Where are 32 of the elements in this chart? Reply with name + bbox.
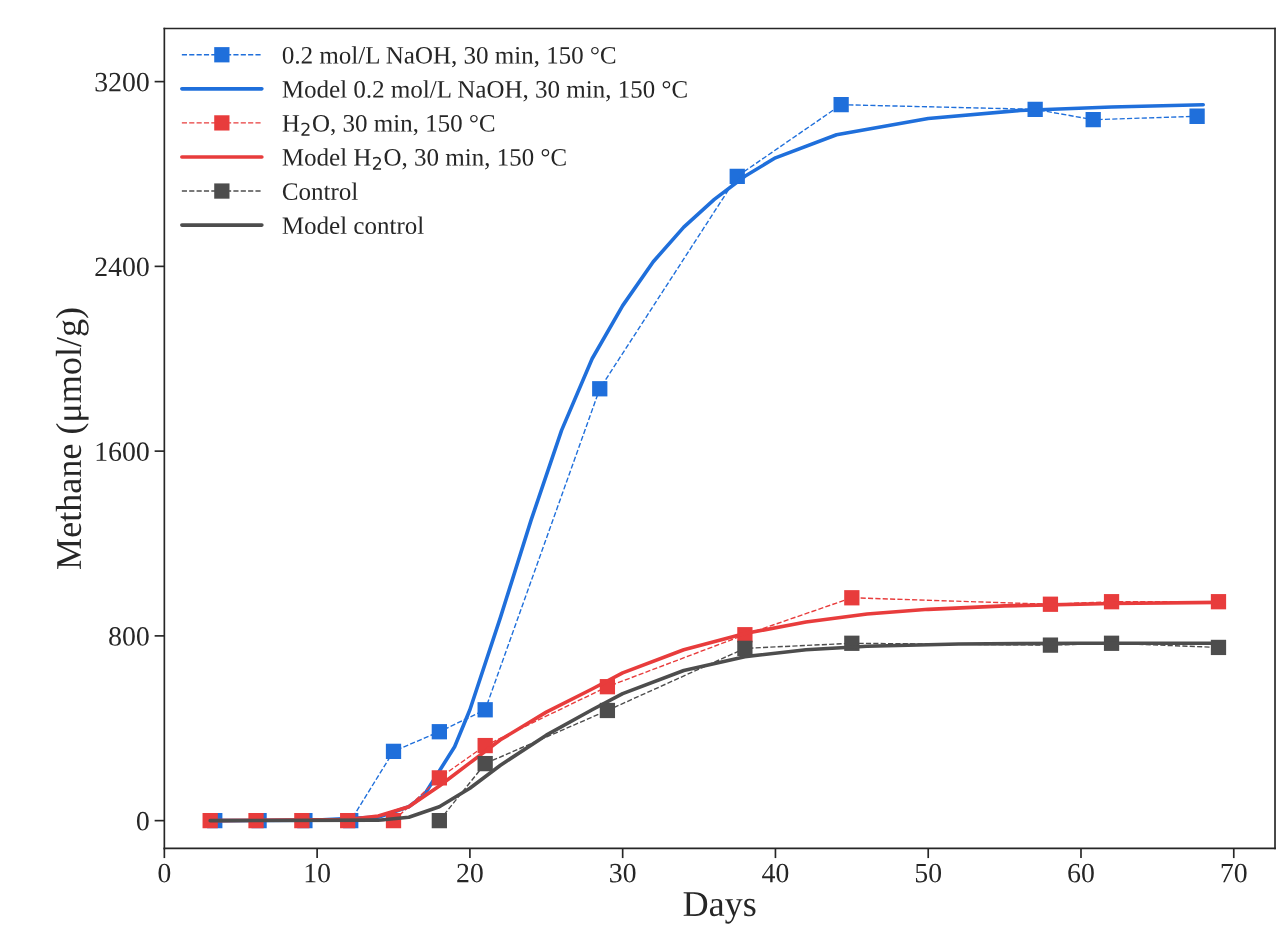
x-tick-label: 30 (610, 863, 636, 883)
point (844, 590, 860, 606)
legend-label: H$_{2}$O, 30 min, 150 °C (282, 114, 495, 136)
y-tick-label: 800 (109, 627, 149, 646)
x-tick-label: 60 (1068, 863, 1094, 883)
x-tick-label: 50 (915, 863, 942, 883)
y-axis-title: Methane (μmol/g) (55, 308, 89, 569)
legend-label: Model H$_{2}$O, 30 min, 150 °C (282, 148, 566, 170)
y-tick-label: 1600 (96, 442, 149, 462)
point (477, 755, 493, 772)
y-tick-label: 0 (136, 811, 149, 831)
point (477, 702, 493, 718)
point (592, 381, 608, 397)
point (833, 97, 849, 113)
point (1189, 108, 1205, 124)
x-tick-label: 40 (762, 863, 789, 883)
legend-label: Model 0.2 mol/L NaOH, 30 min, 150 °C (282, 80, 687, 102)
point (431, 724, 447, 740)
x-tick-label: 10 (305, 863, 330, 883)
point (737, 640, 753, 656)
point (385, 743, 402, 759)
legend-label: 0.2 mol/L NaOH, 30 min, 150 °C (282, 46, 616, 68)
x-axis-title: Days (683, 892, 756, 924)
point (1085, 112, 1101, 128)
legend-label: Control (282, 182, 358, 201)
x-tick-label: 0 (158, 863, 171, 883)
x-tick-label: 20 (457, 863, 483, 883)
y-tick-label: 3200 (95, 72, 149, 92)
x-tick-label: 70 (1221, 863, 1247, 883)
legend-label: Model control (282, 216, 424, 235)
y-tick-label: 2400 (95, 257, 149, 277)
point (431, 813, 447, 829)
